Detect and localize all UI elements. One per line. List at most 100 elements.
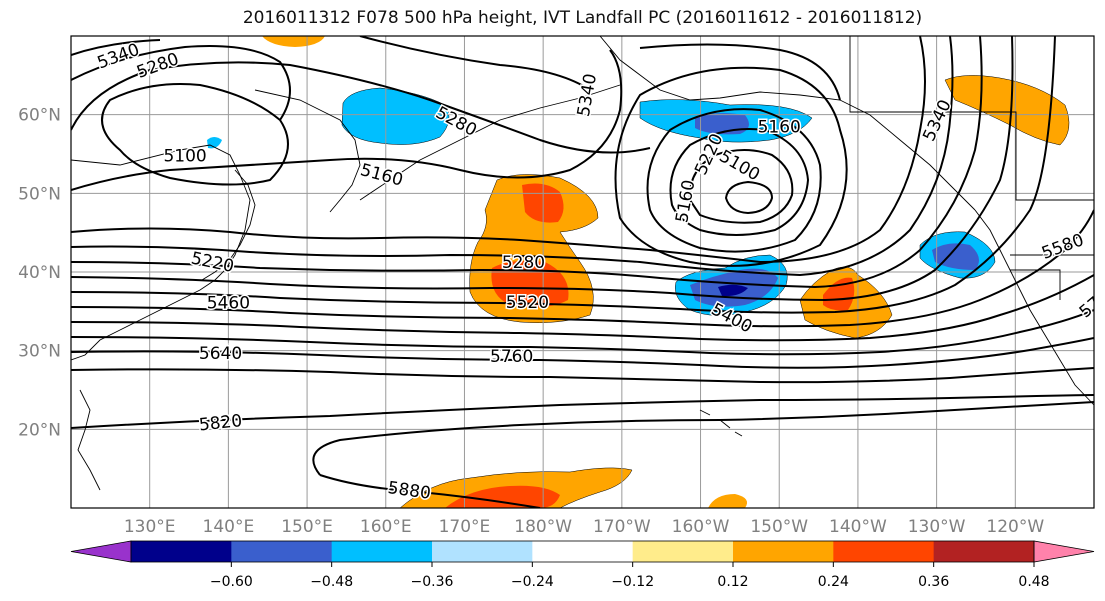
longitude-label: 170°W	[593, 517, 651, 537]
map-frame	[70, 35, 1095, 509]
longitude-label: 130°W	[908, 517, 966, 537]
ivt-positive-area	[708, 494, 748, 508]
latitude-label: 40°N	[18, 263, 61, 283]
colorbar-tick-label: 0.48	[1018, 574, 1049, 590]
colorbar-tick-label: −0.60	[210, 574, 253, 590]
coastline-taiwan	[77, 389, 101, 491]
height-contours	[71, 36, 1094, 508]
longitude-label: 120°W	[986, 517, 1044, 537]
latitude-label: 30°N	[18, 342, 61, 362]
contour-line	[71, 36, 926, 264]
contour-line	[71, 337, 1094, 369]
colorbar-outline	[130, 540, 1035, 563]
colorbar-tick-label: 0.24	[818, 574, 849, 590]
contour-line	[724, 180, 774, 215]
contour-line	[71, 394, 1094, 429]
ivt-positive-area-strong	[823, 277, 855, 311]
colorbar-segment	[331, 541, 433, 562]
latitude-label: 20°N	[18, 420, 61, 440]
longitude-label: 150°E	[281, 517, 333, 537]
contour-line	[71, 36, 954, 277]
colorbar-segment	[432, 541, 533, 562]
contour-line	[71, 39, 161, 56]
contour-label: 5340	[574, 72, 601, 118]
contour-label: 570	[1076, 286, 1105, 322]
coastline-asia	[71, 144, 251, 361]
coastline-alaska	[599, 36, 976, 211]
colorbar-tick-labels: −0.60 −0.48 −0.36 −0.24 −0.12 0.12 0.24 0.36 0.4…	[210, 562, 1050, 590]
latitude-labels: 20°N 30°N 40°N 50°N 60°N	[18, 106, 61, 441]
contour-line	[71, 309, 1094, 356]
colorbar-segment	[632, 541, 734, 562]
ivt-negative-area-strong	[932, 243, 979, 270]
contour-line	[71, 36, 983, 289]
contour-line	[312, 401, 1094, 476]
longitude-labels: 130°E 140°E 150°E 160°E 170°E 180°W 170°W 160°W…	[124, 517, 1045, 537]
colorbar-segment	[131, 541, 232, 562]
colorbar-segment	[733, 541, 834, 562]
colorbar	[70, 540, 1095, 563]
ivt-positive-area-strong	[491, 260, 569, 308]
longitude-label: 160°W	[672, 517, 730, 537]
contour-label: 5520	[506, 293, 549, 313]
colorbar-segment	[833, 541, 935, 562]
plot-title: 2016011312 F078 500 hPa height, IVT Land…	[242, 8, 923, 28]
colorbar-tick-label: −0.48	[310, 574, 353, 590]
coastline-aleutians	[359, 84, 621, 201]
ivt-positive-area-strong	[445, 485, 560, 508]
latitude-label: 50°N	[18, 184, 61, 204]
colorbar-extend-max	[1033, 540, 1095, 563]
colorbar-tick-label: −0.36	[411, 574, 454, 590]
contour-line	[71, 36, 1014, 302]
contour-line	[71, 209, 1094, 328]
colorbar-tick-label: 0.36	[918, 574, 949, 590]
longitude-label: 140°E	[203, 517, 255, 537]
contour-label: 5640	[199, 344, 242, 364]
colorbar-segment	[933, 541, 1035, 562]
contour-label: 5460	[207, 294, 250, 314]
latitude-label: 60°N	[18, 106, 61, 126]
contour-label: 5580	[1039, 230, 1086, 264]
contour-line	[101, 83, 289, 186]
contour-label: 5820	[198, 411, 243, 435]
coastline-kamchatka	[254, 89, 361, 213]
contour-label: 5160	[672, 178, 699, 224]
longitude-label: 140°W	[829, 517, 887, 537]
contour-line	[614, 66, 848, 267]
ivt-negative-area	[341, 87, 450, 145]
longitude-label: 160°E	[360, 517, 412, 537]
longitude-label: 170°E	[439, 517, 491, 537]
border-us-mx	[1010, 254, 1094, 300]
contour-line	[319, 474, 541, 508]
contour-label: 5100	[716, 146, 763, 185]
contour-line	[71, 36, 1056, 314]
ivt-negative-area-core	[718, 284, 748, 297]
border-canada	[849, 36, 1094, 201]
coastline-na-west	[974, 209, 1094, 406]
contour-line	[639, 43, 841, 101]
contour-label: 5280	[502, 253, 545, 273]
contour-line	[359, 36, 591, 91]
contour-line	[669, 128, 810, 236]
colorbar-extend-min	[70, 540, 132, 563]
colorbar-segment	[231, 541, 333, 562]
hawaii	[699, 409, 743, 437]
contour-line	[71, 274, 1094, 342]
colorbar-tick-label: −0.24	[511, 574, 554, 590]
contour-line	[688, 149, 794, 224]
contour-label: 5880	[386, 478, 432, 504]
contour-label: 5100	[163, 147, 206, 167]
longitude-label: 180°W	[514, 517, 572, 537]
contour-line	[646, 108, 822, 253]
longitude-label: 130°E	[124, 517, 176, 537]
colorbar-tick-label: 0.12	[717, 574, 748, 590]
ivt-negative-area	[207, 137, 222, 149]
colorbar-tick-label: −0.12	[611, 574, 654, 590]
coastline-japan	[201, 169, 256, 281]
coastlines	[71, 36, 1094, 491]
longitude-label: 150°W	[750, 517, 808, 537]
colorbar-segment	[532, 541, 634, 562]
ivt-positive-area	[262, 36, 325, 47]
